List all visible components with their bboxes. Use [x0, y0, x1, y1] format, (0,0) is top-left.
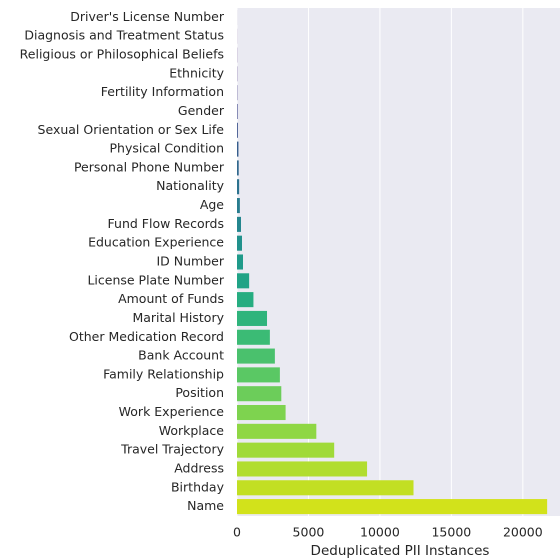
bar — [237, 141, 239, 157]
y-tick-label: ID Number — [157, 254, 225, 269]
y-tick-label: Fertility Information — [101, 84, 224, 99]
y-tick-label: Nationality — [156, 178, 224, 193]
bar — [237, 310, 268, 326]
bar — [237, 499, 548, 515]
y-tick-label: Religious or Philosophical Beliefs — [20, 47, 224, 62]
bar — [237, 404, 286, 421]
bar — [237, 442, 335, 458]
y-tick-label: License Plate Number — [87, 272, 224, 287]
bar — [237, 367, 280, 383]
y-tick-label: Fund Flow Records — [108, 216, 224, 231]
y-tick-label: Workplace — [159, 423, 225, 438]
x-tick-label: 20000 — [503, 525, 543, 540]
y-tick-label: Position — [175, 385, 224, 400]
y-tick-label: Birthday — [171, 479, 225, 494]
y-tick-label: Name — [187, 498, 224, 513]
y-tick-label: Personal Phone Number — [74, 159, 225, 174]
y-tick-label: Ethnicity — [169, 65, 224, 80]
bar — [237, 461, 368, 477]
y-tick-label: Diagnosis and Treatment Status — [24, 28, 224, 43]
bar — [237, 179, 240, 195]
y-tick-label: Amount of Funds — [118, 291, 224, 306]
bar — [237, 348, 275, 364]
bar — [237, 423, 317, 439]
bar — [237, 216, 242, 232]
x-tick-label: 0 — [233, 525, 241, 540]
y-tick-label: Bank Account — [138, 348, 224, 363]
y-tick-label: Gender — [178, 103, 225, 118]
plot-area — [237, 8, 560, 516]
y-tick-label: Family Relationship — [103, 366, 224, 381]
x-tick-label: 10000 — [360, 525, 400, 540]
bar — [237, 122, 238, 138]
y-tick-label: Other Medication Record — [69, 329, 224, 344]
y-tick-label: Address — [174, 460, 224, 475]
x-axis-label: Deduplicated PII Instances — [311, 543, 490, 559]
x-tick-label: 15000 — [431, 525, 471, 540]
y-tick-label: Age — [200, 197, 224, 212]
y-tick-label: Travel Trajectory — [120, 442, 224, 457]
bar — [237, 103, 238, 120]
bar — [237, 235, 243, 251]
bar — [237, 292, 254, 308]
bar — [237, 254, 244, 270]
y-tick-label: Work Experience — [119, 404, 225, 419]
y-tick-label: Education Experience — [88, 235, 224, 250]
y-tick-label: Marital History — [132, 310, 224, 325]
bar — [237, 329, 270, 345]
bar — [237, 273, 250, 289]
y-tick-label: Physical Condition — [110, 141, 224, 156]
y-tick-label: Sexual Orientation or Sex Life — [38, 122, 225, 137]
y-tick-label: Driver's License Number — [70, 9, 225, 24]
bar — [237, 480, 414, 496]
bar — [237, 160, 239, 176]
bar — [237, 386, 282, 402]
bar — [237, 198, 240, 214]
x-tick-label: 5000 — [293, 525, 325, 540]
